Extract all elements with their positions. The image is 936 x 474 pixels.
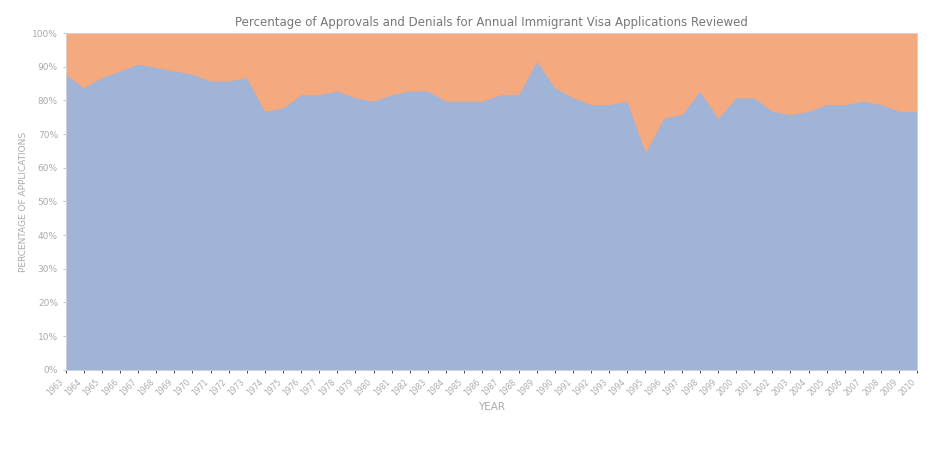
X-axis label: YEAR: YEAR — [478, 401, 505, 411]
Title: Percentage of Approvals and Denials for Annual Immigrant Visa Applications Revie: Percentage of Approvals and Denials for … — [235, 16, 748, 29]
Y-axis label: PERCENTAGE OF APPLICATIONS: PERCENTAGE OF APPLICATIONS — [19, 131, 28, 272]
